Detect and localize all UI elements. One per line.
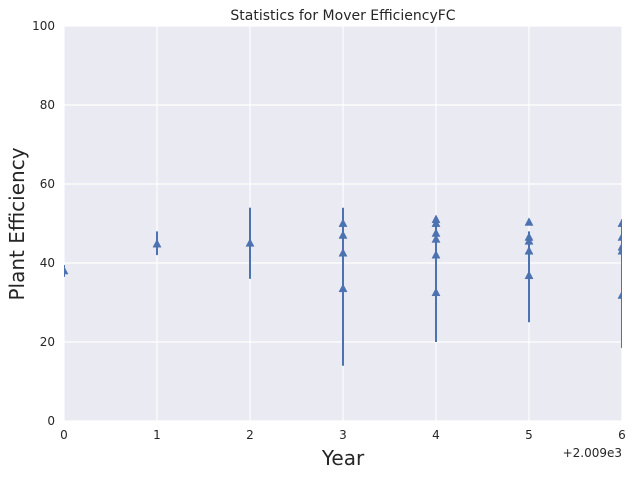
data-point <box>524 246 534 255</box>
x-tick-label: 5 <box>525 428 533 442</box>
data-point <box>617 232 622 241</box>
y-tick-label: 40 <box>40 256 55 270</box>
y-tick-label: 60 <box>40 177 55 191</box>
x-tick-label: 2 <box>246 428 254 442</box>
data-point <box>64 265 69 275</box>
y-tick-label: 20 <box>40 335 55 349</box>
chart-title: Statistics for Mover EfficiencyFC <box>230 8 455 24</box>
x-tick-label: 1 <box>153 428 161 442</box>
data-point <box>431 234 441 243</box>
data-point <box>338 230 348 239</box>
x-tick-label: 3 <box>339 428 347 442</box>
y-axis-label: Plant Efficiency <box>5 147 29 300</box>
data-point <box>431 250 441 259</box>
data-point <box>431 287 441 297</box>
y-tick-label: 100 <box>32 19 55 33</box>
x-tick-label: 6 <box>618 428 626 442</box>
data-point <box>524 270 534 280</box>
data-point <box>245 238 255 247</box>
y-tick-label: 0 <box>47 414 55 428</box>
y-tick-labels: 0 20 40 60 80 100 <box>32 19 55 428</box>
data-point <box>338 218 348 227</box>
x-tick-labels: 0 1 2 3 4 5 6 <box>60 428 626 442</box>
data-point <box>524 236 534 245</box>
data-point <box>524 217 534 226</box>
data-point <box>338 248 348 257</box>
data-point <box>617 218 622 227</box>
data-point <box>152 239 162 248</box>
x-tick-label: 4 <box>432 428 440 442</box>
data-point <box>338 283 348 293</box>
data-markers <box>64 214 622 299</box>
data-point <box>617 246 622 255</box>
x-offset-label: +2.009e3 <box>563 446 622 460</box>
x-tick-label: 0 <box>60 428 68 442</box>
data-point <box>431 218 441 227</box>
y-tick-label: 80 <box>40 98 55 112</box>
x-axis-label: Year <box>321 446 365 470</box>
data-point <box>617 290 622 299</box>
